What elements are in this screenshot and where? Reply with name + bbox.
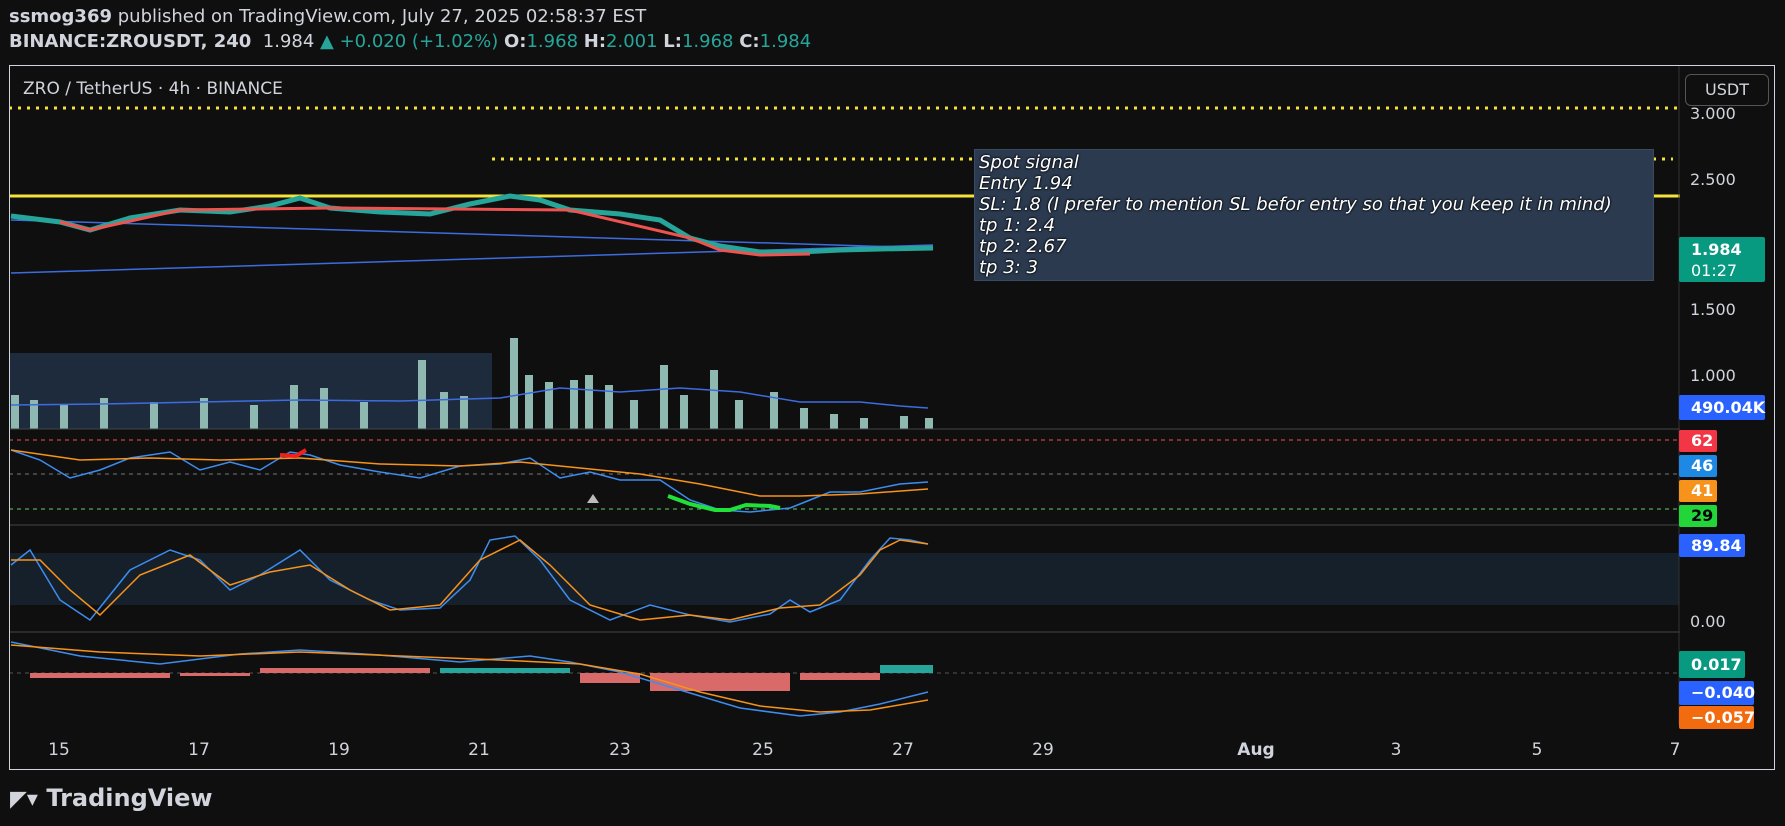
- rsi-ma: [10, 449, 929, 497]
- date-label: 21: [468, 740, 490, 760]
- signal-arrow: [587, 494, 599, 503]
- rsi-badge: 29: [1679, 505, 1717, 527]
- chart-frame: [9, 65, 1775, 770]
- ohlc-value: 1.968: [526, 31, 579, 52]
- footer-text: TradingView: [46, 784, 213, 812]
- price-label: 1.000: [1690, 366, 1736, 385]
- date-label: 25: [752, 740, 774, 760]
- ohlc-label: C:: [739, 31, 760, 52]
- date-label: 29: [1032, 740, 1054, 760]
- macd-line: [10, 641, 929, 717]
- ohlc-value: 1.984: [759, 31, 812, 52]
- symbol: BINANCE:ZROUSDT, 240: [9, 31, 252, 52]
- note-line: tp 2: 2.67: [979, 236, 1067, 257]
- price-label: 1.500: [1690, 300, 1736, 319]
- badge-text: 1.984: [1691, 240, 1742, 259]
- ohlc-label: H:: [583, 31, 607, 52]
- badge-countdown: 01:27: [1691, 261, 1738, 280]
- note-line: tp 3: 3: [979, 257, 1038, 278]
- price-badge: 1.984 01:27: [1679, 237, 1765, 282]
- macd-badge: 0.017: [1679, 651, 1745, 678]
- macd-badge: −0.040: [1679, 681, 1755, 705]
- rsi-overbought: [279, 448, 308, 459]
- ohlc-value: 2.001: [606, 31, 658, 52]
- chart-title: ZRO / TetherUS · 4h · BINANCE: [23, 79, 283, 99]
- date-label: 17: [188, 740, 210, 760]
- stoch-badge: 89.84: [1679, 534, 1745, 557]
- price-label: 0.00: [1690, 612, 1726, 631]
- footer-logo: ◤▾ TradingView: [10, 784, 213, 812]
- ohlc-label: L:: [663, 31, 682, 52]
- rsi-badge: 46: [1679, 455, 1717, 477]
- ohlc-label: O:: [503, 31, 527, 52]
- rsi-oversold: [667, 494, 781, 512]
- macd-badge: −0.057: [1679, 706, 1755, 729]
- currency-button[interactable]: USDT: [1685, 74, 1769, 106]
- change: ▲ +0.020 (+1.02%): [320, 31, 499, 52]
- rsi-badge: 41: [1679, 480, 1717, 502]
- price-candles-down: [59, 206, 811, 257]
- date-label: 5: [1531, 740, 1543, 760]
- signal-note: Spot signal Entry 1.94 SL: 1.8 (I prefer…: [974, 149, 1654, 281]
- price-label: 2.500: [1690, 170, 1736, 189]
- date-label: 7: [1669, 740, 1681, 760]
- stoch-d: [11, 539, 929, 621]
- date-label: 19: [328, 740, 350, 760]
- rsi-badge: 62: [1679, 430, 1717, 452]
- channel-top: [10, 219, 934, 249]
- volume-ma: [10, 387, 929, 409]
- signal-line: [10, 644, 929, 713]
- volume-badge: 490.04K: [1679, 395, 1765, 420]
- note-line: Entry 1.94: [979, 173, 1073, 194]
- note-line: SL: 1.8 (I prefer to mention SL befor en…: [979, 194, 1612, 215]
- publisher: ssmog369: [9, 6, 113, 27]
- logo-mark: ◤▾: [10, 787, 38, 812]
- date-label: 27: [892, 740, 914, 760]
- stoch-band: [9, 553, 1679, 605]
- macd-histogram-up: [440, 665, 933, 673]
- date-label: 23: [609, 740, 631, 760]
- publish-line: ssmog369 published on TradingView.com, J…: [9, 6, 646, 27]
- volume-bars: [11, 338, 933, 429]
- date-label: 3: [1390, 740, 1402, 760]
- note-line: tp 1: 2.4: [979, 215, 1056, 236]
- ohlc-value: 1.968: [681, 31, 734, 52]
- last-price: 1.984: [262, 31, 315, 52]
- date-label: Aug: [1237, 740, 1275, 760]
- price-label: 3.000: [1690, 104, 1736, 123]
- stoch-k: [10, 535, 929, 623]
- symbol-line: BINANCE:ZROUSDT, 240 1.984 ▲ +0.020 (+1.…: [9, 31, 811, 52]
- published: published on TradingView.com, July 27, 2…: [117, 6, 647, 27]
- date-label: 15: [48, 740, 70, 760]
- note-line: Spot signal: [979, 152, 1079, 173]
- macd-histogram: [30, 665, 933, 691]
